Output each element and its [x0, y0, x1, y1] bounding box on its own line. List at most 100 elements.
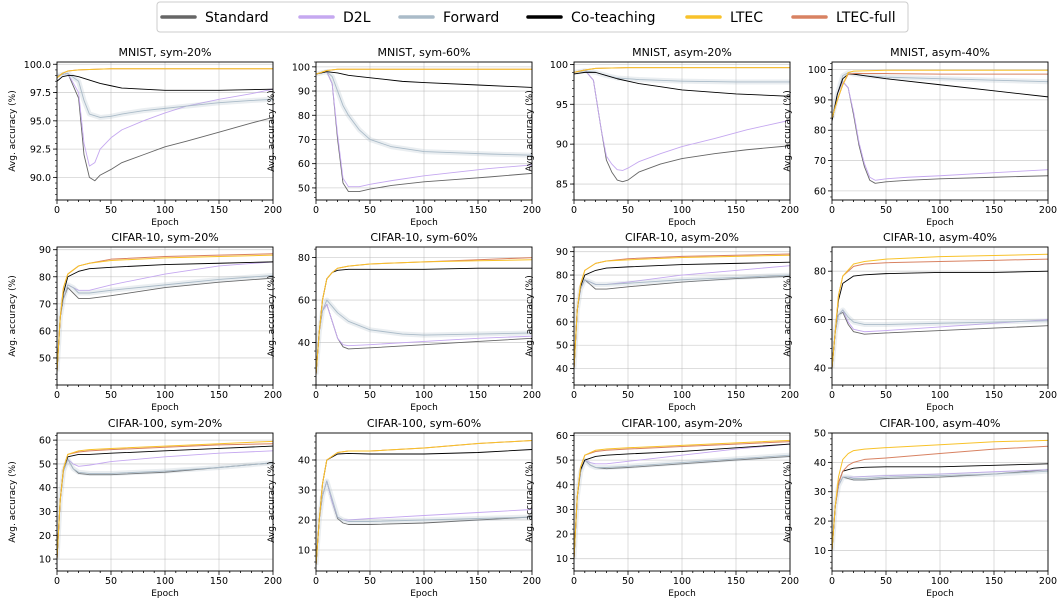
y-tick-label: 40 — [39, 483, 51, 494]
series-line-forward — [316, 71, 532, 156]
series-line-ltec — [574, 439, 790, 559]
legend-label: LTEC — [730, 10, 763, 26]
y-tick-label: 70 — [814, 156, 826, 167]
x-tick-label: 50 — [105, 576, 117, 587]
series-group — [832, 69, 1048, 184]
y-tick-label: 60 — [556, 317, 568, 328]
x-tick-label: 200 — [1039, 576, 1057, 587]
y-tick-label: 20 — [39, 531, 51, 542]
x-tick-label: 100 — [415, 390, 433, 401]
x-tick-label: 100 — [415, 576, 433, 587]
y-tick-label: 40 — [298, 338, 310, 349]
y-tick-label: 90.0 — [30, 173, 51, 184]
y-axis-label: Avg. accuracy (%) — [525, 461, 535, 542]
y-tick-label: 60 — [556, 431, 568, 442]
x-tick-label: 0 — [313, 205, 319, 216]
x-tick-label: 50 — [622, 576, 634, 587]
series-group — [316, 440, 532, 566]
legend-item-ltec-full: LTEC-full — [791, 10, 896, 26]
x-tick-label: 150 — [210, 390, 228, 401]
x-tick-label: 100 — [931, 390, 949, 401]
x-tick-label: 0 — [54, 390, 60, 401]
series-line-ltec — [574, 254, 790, 369]
series-line-ltec — [574, 67, 790, 73]
x-tick-label: 100 — [673, 390, 691, 401]
series-line-forward — [316, 299, 532, 375]
y-tick-label: 92.5 — [30, 145, 51, 156]
panel-cifar-100-sym-20: 0 50 100 150 200 10 20 30 40 50 60 CIFAR-100, sym-2… — [8, 417, 282, 599]
y-tick-label: 90 — [556, 247, 568, 258]
x-tick-label: 150 — [469, 576, 487, 587]
panel-title: MNIST, asym-40% — [890, 46, 990, 59]
series-group — [57, 253, 273, 372]
y-tick-label: 40 — [814, 458, 826, 469]
x-axis-label: Epoch — [668, 589, 696, 599]
series-line-ltec — [832, 69, 1048, 119]
x-tick-label: 0 — [571, 576, 577, 587]
series-line-d2l — [316, 71, 532, 188]
y-tick-label: 95.0 — [30, 116, 51, 127]
x-tick-label: 200 — [781, 576, 799, 587]
y-tick-label: 10 — [814, 546, 826, 557]
y-tick-label: 10 — [298, 546, 310, 557]
x-tick-label: 50 — [880, 576, 892, 587]
x-tick-label: 150 — [469, 205, 487, 216]
y-tick-label: 10 — [39, 555, 51, 566]
series-group — [316, 68, 532, 192]
x-axis-label: Epoch — [151, 218, 179, 228]
x-tick-label: 150 — [727, 390, 745, 401]
x-tick-label: 150 — [210, 576, 228, 587]
y-tick-label: 70 — [39, 299, 51, 310]
x-axis-label: Epoch — [668, 403, 696, 413]
y-tick-label: 100 — [550, 60, 568, 71]
legend-label: D2L — [343, 10, 371, 26]
y-tick-label: 100 — [808, 65, 826, 76]
x-tick-label: 50 — [880, 205, 892, 216]
series-line-ltec — [316, 68, 532, 75]
x-tick-label: 50 — [364, 390, 376, 401]
y-tick-label: 20 — [814, 517, 826, 528]
y-tick-label: 80 — [298, 253, 310, 264]
series-group — [316, 257, 532, 375]
series-line-ltec — [57, 68, 273, 79]
y-tick-label: 50 — [39, 353, 51, 364]
series-line-co-teaching — [316, 71, 532, 88]
x-tick-label: 0 — [313, 576, 319, 587]
x-tick-label: 100 — [673, 205, 691, 216]
series-group — [832, 439, 1048, 551]
x-tick-label: 100 — [673, 576, 691, 587]
x-tick-label: 0 — [313, 390, 319, 401]
series-line-standard — [57, 72, 273, 182]
x-tick-label: 150 — [985, 576, 1003, 587]
y-tick-label: 50 — [556, 456, 568, 467]
x-tick-label: 200 — [523, 576, 541, 587]
legend-item-co-teaching: Co-teaching — [526, 10, 656, 26]
series-group — [574, 67, 790, 183]
y-axis-label: Avg. accuracy (%) — [525, 90, 535, 171]
x-tick-label: 0 — [829, 390, 835, 401]
panel-title: CIFAR-100, asym-20% — [621, 417, 742, 430]
series-line-forward — [316, 480, 532, 566]
legend: Standard D2L Forward Co-teaching LTEC LTEC-fu… — [156, 1, 909, 33]
series-line-forward — [57, 274, 273, 372]
x-axis-label: Epoch — [410, 403, 438, 413]
panel-mnist-asym-20: 0 50 100 150 200 85 90 95 100 MNIST, asym-20% Epoc… — [525, 46, 799, 228]
series-line-ltec — [57, 440, 273, 560]
series-line-co-teaching — [57, 75, 273, 91]
panel-cifar-10-sym-20: 0 50 100 150 200 50 60 70 80 90 CIFAR-10, sym-20% E… — [8, 231, 282, 413]
series-line-co-teaching — [574, 71, 790, 97]
panel-title: CIFAR-100, sym-20% — [108, 417, 222, 430]
legend-item-standard: Standard — [160, 10, 269, 26]
panel-title: MNIST, asym-20% — [632, 46, 732, 59]
series-line-ltec — [832, 253, 1048, 369]
x-tick-label: 100 — [156, 390, 174, 401]
legend-item-ltec: LTEC — [685, 10, 763, 26]
x-tick-label: 50 — [364, 576, 376, 587]
y-tick-label: 60 — [298, 159, 310, 170]
x-axis-label: Epoch — [668, 218, 696, 228]
y-tick-label: 90 — [39, 245, 51, 256]
y-axis-label: Avg. accuracy (%) — [8, 461, 18, 542]
x-tick-label: 200 — [523, 205, 541, 216]
y-tick-label: 90 — [556, 140, 568, 151]
x-tick-label: 200 — [264, 390, 282, 401]
